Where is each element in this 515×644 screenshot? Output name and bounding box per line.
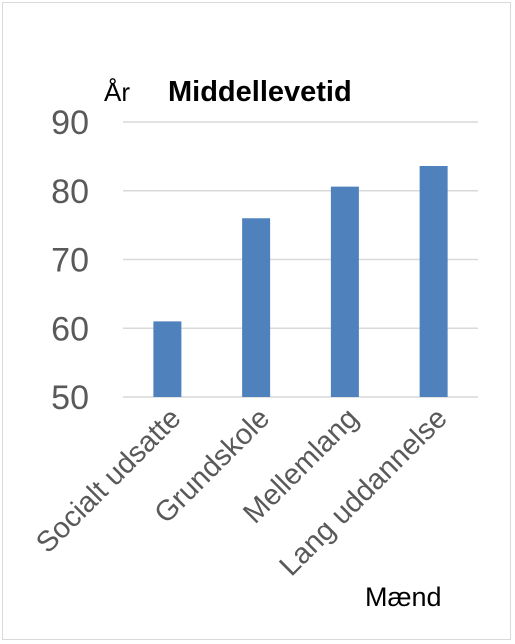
x-axis-ticks: Socialt udsatteGrundskoleMellemlangLang … — [30, 402, 453, 582]
bar — [242, 218, 271, 397]
bars — [153, 166, 448, 397]
y-axis-ticks: 50 60 70 80 90 — [51, 104, 89, 417]
y-tick-label: 70 — [51, 242, 89, 280]
y-tick-label: 50 — [51, 379, 89, 417]
bar — [153, 321, 182, 397]
x-tick-label: Lang uddannelse — [274, 402, 454, 582]
y-tick-label: 90 — [51, 104, 89, 142]
bar — [330, 186, 359, 397]
bar — [419, 166, 448, 397]
y-tick-label: 60 — [51, 310, 89, 348]
gridlines — [123, 121, 478, 398]
y-tick-label: 80 — [51, 173, 89, 211]
y-axis-unit-label: År — [104, 77, 130, 107]
chart-title: Middellevetid — [168, 76, 352, 108]
x-tick-label: Socialt udsatte — [30, 402, 187, 559]
x-axis-label: Mænd — [365, 582, 442, 612]
